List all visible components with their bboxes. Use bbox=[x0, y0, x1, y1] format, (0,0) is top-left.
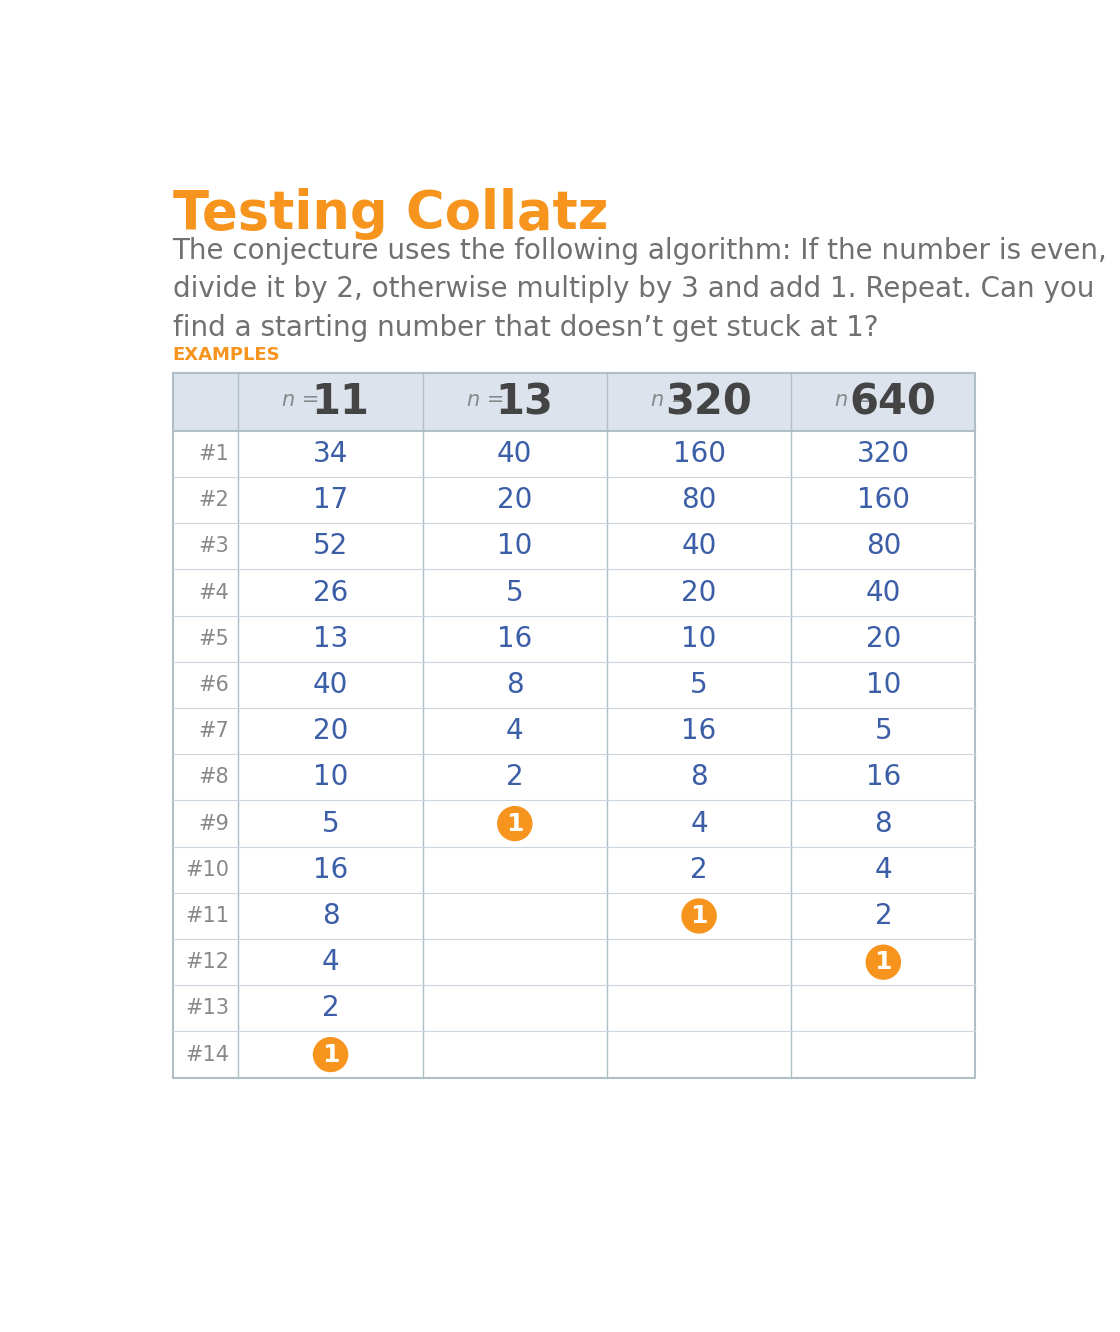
Text: 2: 2 bbox=[506, 763, 524, 791]
Text: 16: 16 bbox=[681, 717, 717, 745]
Text: n =: n = bbox=[282, 390, 319, 410]
Text: 8: 8 bbox=[690, 763, 708, 791]
Text: #7: #7 bbox=[198, 721, 230, 741]
Text: 52: 52 bbox=[312, 533, 348, 561]
Text: The conjecture uses the following algorithm: If the number is even,: The conjecture uses the following algori… bbox=[172, 237, 1108, 265]
Text: #5: #5 bbox=[198, 629, 230, 649]
Text: 1: 1 bbox=[321, 1043, 339, 1067]
Text: #1: #1 bbox=[198, 444, 230, 464]
Text: Testing Collatz: Testing Collatz bbox=[172, 188, 608, 240]
Text: #4: #4 bbox=[198, 582, 230, 602]
Text: 4: 4 bbox=[321, 948, 339, 976]
Text: 10: 10 bbox=[866, 671, 900, 699]
Text: #13: #13 bbox=[185, 999, 230, 1019]
Text: 320: 320 bbox=[857, 440, 909, 468]
Text: 34: 34 bbox=[312, 440, 348, 468]
Text: #10: #10 bbox=[185, 859, 230, 879]
Text: 5: 5 bbox=[506, 578, 524, 606]
Text: 1: 1 bbox=[506, 811, 523, 835]
Text: 640: 640 bbox=[849, 381, 936, 424]
Text: 5: 5 bbox=[690, 671, 708, 699]
Text: #6: #6 bbox=[198, 675, 230, 695]
Text: 16: 16 bbox=[497, 625, 532, 653]
Text: 16: 16 bbox=[866, 763, 900, 791]
Text: 10: 10 bbox=[497, 533, 532, 561]
Text: 1: 1 bbox=[690, 904, 708, 928]
Circle shape bbox=[314, 1038, 347, 1071]
Circle shape bbox=[497, 807, 532, 840]
Text: 20: 20 bbox=[866, 625, 900, 653]
Text: 2: 2 bbox=[321, 995, 339, 1023]
Text: 17: 17 bbox=[312, 486, 348, 514]
Text: #14: #14 bbox=[185, 1044, 230, 1064]
Text: 13: 13 bbox=[312, 625, 348, 653]
Text: #2: #2 bbox=[198, 490, 230, 510]
Text: 20: 20 bbox=[681, 578, 717, 606]
Text: 1: 1 bbox=[875, 950, 892, 974]
Text: 2: 2 bbox=[875, 902, 893, 930]
Text: n =: n = bbox=[467, 390, 504, 410]
Text: 4: 4 bbox=[690, 810, 708, 838]
Text: 80: 80 bbox=[866, 533, 900, 561]
Text: 320: 320 bbox=[665, 381, 752, 424]
Text: 5: 5 bbox=[321, 810, 339, 838]
Text: 40: 40 bbox=[312, 671, 348, 699]
Text: #8: #8 bbox=[198, 767, 230, 787]
Text: 2: 2 bbox=[690, 855, 708, 883]
Text: #11: #11 bbox=[185, 906, 230, 926]
Text: 40: 40 bbox=[866, 578, 900, 606]
Text: EXAMPLES: EXAMPLES bbox=[172, 346, 280, 364]
Text: 16: 16 bbox=[312, 855, 348, 883]
Text: #12: #12 bbox=[185, 952, 230, 972]
Text: #3: #3 bbox=[198, 537, 230, 557]
Text: 8: 8 bbox=[875, 810, 893, 838]
Text: 4: 4 bbox=[875, 855, 893, 883]
Text: find a starting number that doesn’t get stuck at 1?: find a starting number that doesn’t get … bbox=[172, 314, 878, 342]
Text: 4: 4 bbox=[506, 717, 524, 745]
Text: 160: 160 bbox=[857, 486, 909, 514]
Text: 11: 11 bbox=[311, 381, 368, 424]
Text: 5: 5 bbox=[875, 717, 893, 745]
Circle shape bbox=[682, 899, 716, 932]
Text: 20: 20 bbox=[497, 486, 532, 514]
Text: 13: 13 bbox=[495, 381, 553, 424]
Text: 160: 160 bbox=[673, 440, 726, 468]
Text: divide it by 2, otherwise multiply by 3 and add 1. Repeat. Can you: divide it by 2, otherwise multiply by 3 … bbox=[172, 276, 1094, 304]
Text: 80: 80 bbox=[681, 486, 717, 514]
Text: 20: 20 bbox=[312, 717, 348, 745]
Text: 26: 26 bbox=[312, 578, 348, 606]
Text: 8: 8 bbox=[321, 902, 339, 930]
Text: n =: n = bbox=[836, 390, 872, 410]
Text: 40: 40 bbox=[497, 440, 532, 468]
Text: n =: n = bbox=[651, 390, 688, 410]
Text: 10: 10 bbox=[312, 763, 348, 791]
FancyBboxPatch shape bbox=[172, 373, 976, 430]
Circle shape bbox=[866, 946, 900, 979]
Text: 40: 40 bbox=[681, 533, 717, 561]
Text: #9: #9 bbox=[198, 814, 230, 834]
Text: 10: 10 bbox=[681, 625, 717, 653]
Text: 8: 8 bbox=[506, 671, 524, 699]
